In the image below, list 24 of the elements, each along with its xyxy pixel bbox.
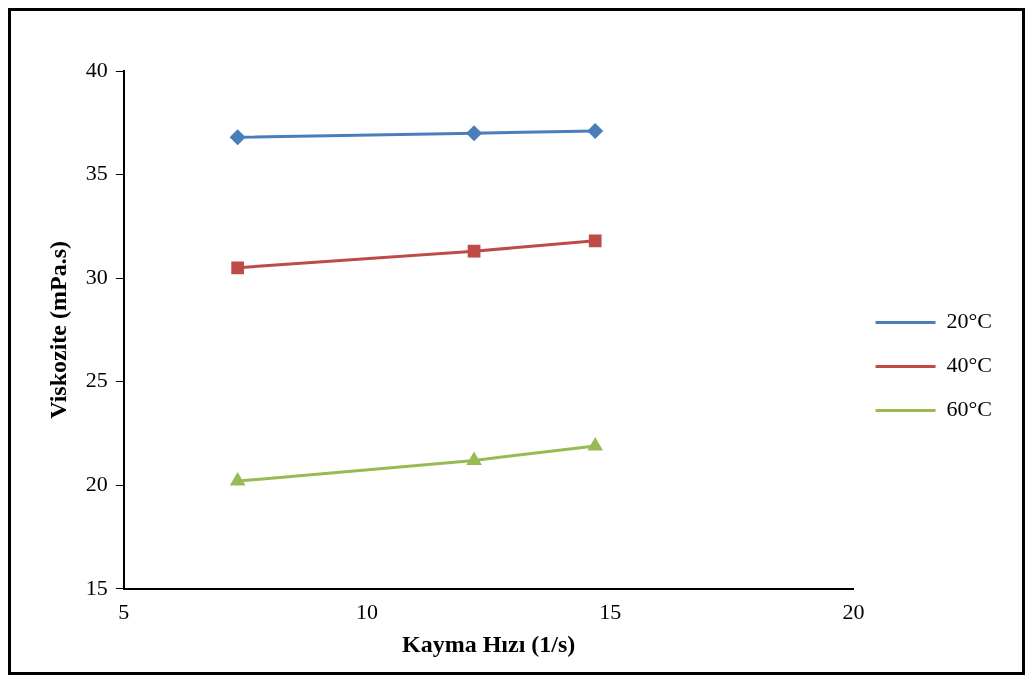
y-tick-label: 20 [85,471,108,497]
point [466,125,483,142]
legend-label: 60°C [946,396,993,422]
point [587,436,603,451]
x-tick-label: 10 [356,598,379,624]
y-axis-title: Viskozite (mPa.s) [44,241,71,419]
y-tick-label: 25 [85,367,108,393]
point [229,129,246,146]
y-tick-label: 40 [85,56,108,82]
point [467,244,481,258]
point [231,261,244,275]
x-tick-label: 20 [842,598,865,624]
point [466,451,482,465]
point [588,234,602,248]
legend-label: 20°C [946,308,993,334]
x-axis-title: Kayma Hızı (1/s) [402,630,576,657]
y-tick-label: 30 [85,263,108,289]
y-tick-label: 35 [85,160,108,186]
point [587,123,604,140]
x-tick-label: 5 [118,598,130,624]
x-tick-label: 15 [599,598,622,624]
point [229,472,246,486]
legend-label: 40°C [946,352,993,378]
y-tick-label: 15 [85,574,108,600]
